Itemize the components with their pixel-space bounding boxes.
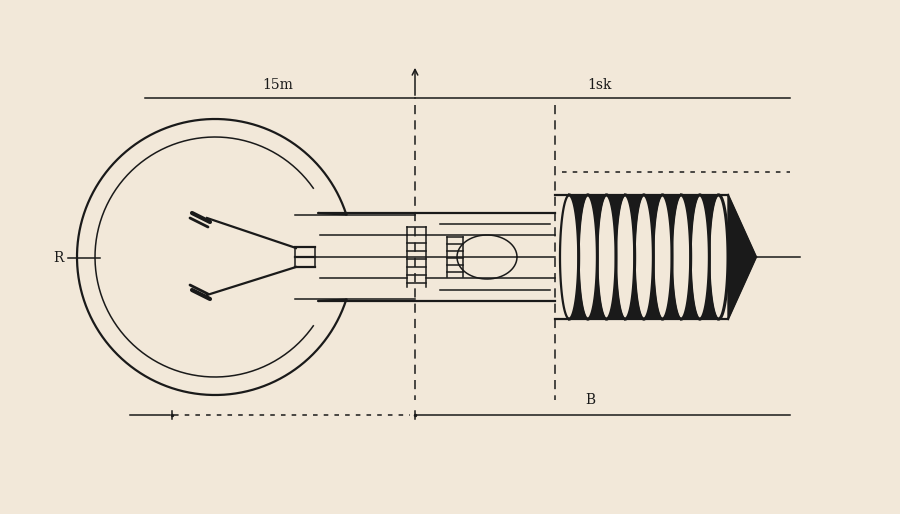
Text: B: B — [585, 393, 595, 407]
Polygon shape — [644, 195, 662, 319]
Polygon shape — [570, 195, 588, 319]
Text: 15m: 15m — [263, 78, 293, 92]
Polygon shape — [728, 195, 756, 319]
Text: 1sk: 1sk — [588, 78, 612, 92]
Polygon shape — [626, 195, 644, 319]
Text: R: R — [53, 251, 63, 265]
Polygon shape — [700, 195, 719, 319]
Polygon shape — [607, 195, 625, 319]
Polygon shape — [588, 195, 607, 319]
Polygon shape — [681, 195, 700, 319]
Polygon shape — [662, 195, 681, 319]
